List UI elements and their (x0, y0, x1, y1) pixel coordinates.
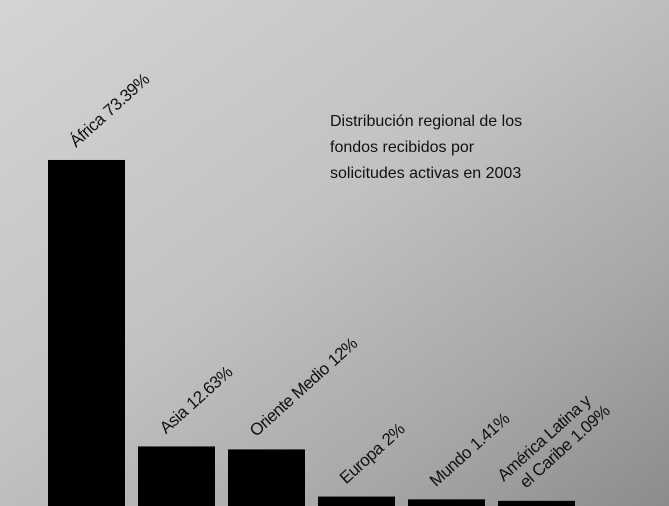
chart-title-line: solicitudes activas en 2003 (330, 165, 521, 182)
bar (48, 159, 125, 506)
chart-title-line: fondos recibidos por (330, 139, 475, 156)
bar (498, 500, 575, 506)
bar (138, 446, 215, 506)
bar (228, 449, 305, 506)
bar (408, 499, 485, 506)
chart-title-line: Distribución regional de los (330, 113, 522, 130)
bar (318, 496, 395, 506)
